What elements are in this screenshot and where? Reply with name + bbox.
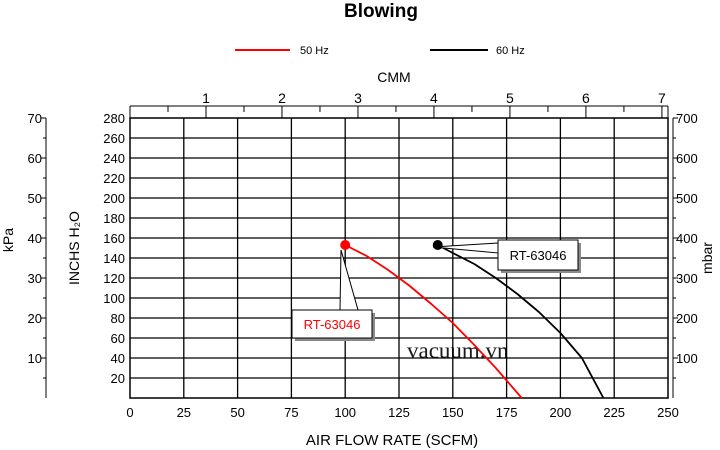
mbar-tick-label: 600: [676, 151, 698, 166]
x-tick-label: 0: [126, 405, 133, 420]
plot-border: [129, 117, 669, 399]
top-tick-label: 2: [278, 90, 286, 106]
plot-area: RT-63046 RT-63046: [291, 239, 605, 399]
kpa-tick-label: 60: [28, 151, 42, 166]
mbar-tick-label: 200: [676, 311, 698, 326]
mbar-tick-label: 500: [676, 191, 698, 206]
y-tick-label: 240: [103, 151, 125, 166]
x-tick-label: 75: [284, 405, 298, 420]
x-axis-label: AIR FLOW RATE (SCFM): [306, 432, 478, 449]
series-marker-50hz: [340, 240, 351, 250]
x-tick-label: 250: [657, 405, 679, 420]
watermark: vacuum.vn: [407, 338, 509, 363]
y-tick-label: 20: [111, 371, 125, 386]
kpa-axis-label: kPa: [0, 228, 16, 252]
callout-pointer: [339, 249, 359, 311]
y-tick-label: 200: [103, 191, 125, 206]
y-tick-label: 280: [103, 111, 125, 126]
legend-label-50hz: 50 Hz: [300, 45, 329, 57]
x-tick-label: 200: [550, 405, 572, 420]
x-tick-label: 100: [334, 405, 356, 420]
top-tick-label: 1: [202, 90, 210, 106]
series-marker-60hz: [432, 240, 443, 250]
series-line-60hz: [437, 244, 605, 399]
chart-title: Blowing: [344, 1, 418, 22]
y-tick-label: 180: [103, 211, 125, 226]
kpa-tick-label: 40: [28, 231, 42, 246]
callout-box: [291, 309, 373, 339]
mbar-axis-label: mbar: [699, 242, 715, 274]
grid: [130, 118, 668, 398]
mbar-tick-label: 400: [676, 231, 698, 246]
inches-h2o-axis-label: INCHS H₂O: [66, 211, 82, 285]
x-tick-label: 25: [177, 405, 191, 420]
axes: 0 25 50 75 100 125 150 175 200 225 250 1 2 3 4 5 6 7 20 40 6…: [28, 90, 698, 420]
y-tick-label: 260: [103, 131, 125, 146]
y-tick-label: 220: [103, 171, 125, 186]
x-tick-label: 50: [230, 405, 244, 420]
kpa-tick-label: 10: [28, 351, 42, 366]
kpa-tick-label: 30: [28, 271, 42, 286]
callout-label: RT-63046: [510, 248, 567, 263]
kpa-tick-label: 20: [28, 311, 42, 326]
y-tick-label: 60: [111, 331, 125, 346]
top-tick-label: 7: [658, 90, 666, 106]
y-tick-label: 100: [103, 291, 125, 306]
y-tick-label: 80: [111, 311, 125, 326]
top-tick-label: 6: [582, 90, 590, 106]
y-tick-label: 160: [103, 231, 125, 246]
callout-label: RT-63046: [304, 317, 361, 332]
top-tick-label: 4: [430, 90, 438, 106]
x-tick-label: 225: [603, 405, 625, 420]
mbar-tick-label: 100: [676, 351, 698, 366]
legend: 50 Hz 60 Hz: [235, 45, 525, 57]
callout-box: [497, 239, 579, 271]
series-line-50hz: [344, 244, 523, 399]
kpa-tick-label: 50: [28, 191, 42, 206]
top-tick-label: 5: [506, 90, 514, 106]
mbar-tick-label: 300: [676, 271, 698, 286]
legend-label-60hz: 60 Hz: [496, 45, 525, 57]
callout-60hz: RT-63046: [432, 239, 581, 273]
top-axis-label: CMM: [377, 69, 410, 85]
callout-50hz: RT-63046: [291, 249, 375, 341]
kpa-tick-label: 70: [28, 111, 42, 126]
y-tick-label: 40: [111, 351, 125, 366]
mbar-tick-label: 700: [676, 111, 698, 126]
top-tick-label: 3: [354, 90, 362, 106]
x-tick-label: 125: [388, 405, 410, 420]
callout-pointer: [432, 242, 499, 254]
y-tick-label: 140: [103, 251, 125, 266]
x-tick-label: 175: [496, 405, 518, 420]
y-tick-label: 120: [103, 271, 125, 286]
x-tick-label: 150: [442, 405, 464, 420]
